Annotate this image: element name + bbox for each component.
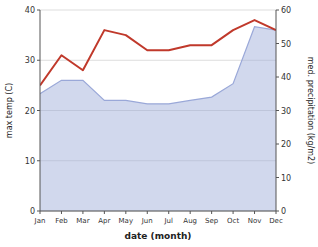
x-tick-label: May (119, 217, 133, 225)
plot-area (40, 20, 276, 211)
y2-tick (276, 110, 279, 111)
y-tick-label: 20 (25, 107, 35, 116)
y2-tick (276, 77, 279, 78)
x-tick (254, 211, 255, 214)
x-tick-label: Apr (98, 217, 110, 225)
x-tick-label: Dec (269, 217, 283, 225)
y2-tick-label: 30 (281, 107, 291, 116)
x-tick-label: Aug (183, 217, 197, 225)
grid-line (40, 60, 276, 61)
y2-tick-label: 20 (281, 140, 291, 149)
x-tick-label: Nov (248, 217, 262, 225)
y-axis-label: max temp (C) (5, 83, 14, 138)
grid-line (40, 211, 276, 212)
y-tick (37, 110, 40, 111)
y2-tick (276, 144, 279, 145)
y2-tick-label: 0 (281, 207, 286, 216)
x-tick (168, 211, 169, 214)
x-tick (61, 211, 62, 214)
x-tick-label: Feb (55, 217, 68, 225)
x-tick (211, 211, 212, 214)
x-tick (82, 211, 83, 214)
y2-tick-label: 40 (281, 73, 291, 82)
y-tick (37, 211, 40, 212)
area-fill (40, 27, 276, 211)
y-tick-label: 40 (25, 6, 35, 15)
y-tick (37, 160, 40, 161)
x-tick (233, 211, 234, 214)
x-tick-label: Oct (227, 217, 239, 225)
y2-tick-label: 60 (281, 6, 291, 15)
y2-tick (276, 211, 279, 212)
y2-tick (276, 10, 279, 11)
x-axis-line (40, 211, 276, 212)
x-axis-label: date (month) (125, 231, 192, 241)
y2-tick (276, 43, 279, 44)
y-tick-label: 10 (25, 157, 35, 166)
x-tick-label: Jan (34, 217, 46, 225)
x-tick-label: Mar (76, 217, 89, 225)
x-tick (147, 211, 148, 214)
y-tick (37, 60, 40, 61)
y2-tick (276, 177, 279, 178)
y-tick-label: 0 (30, 207, 35, 216)
x-tick (190, 211, 191, 214)
y-tick-label: 30 (25, 56, 35, 65)
line (40, 20, 276, 85)
x-tick-label: Sep (205, 217, 219, 225)
grid-line (40, 10, 276, 11)
y-tick (37, 10, 40, 11)
y2-tick-label: 50 (281, 40, 291, 49)
x-tick (125, 211, 126, 214)
chart: JanFebMarAprMayJunJulAugSepOctNovDec0102… (0, 0, 318, 247)
x-tick-label: Jun (141, 217, 153, 225)
x-tick-label: Jul (164, 217, 174, 225)
y2-tick-label: 10 (281, 174, 291, 183)
y2-axis-label: med. precipitation (kg/m2) (306, 57, 315, 164)
x-tick (104, 211, 105, 214)
